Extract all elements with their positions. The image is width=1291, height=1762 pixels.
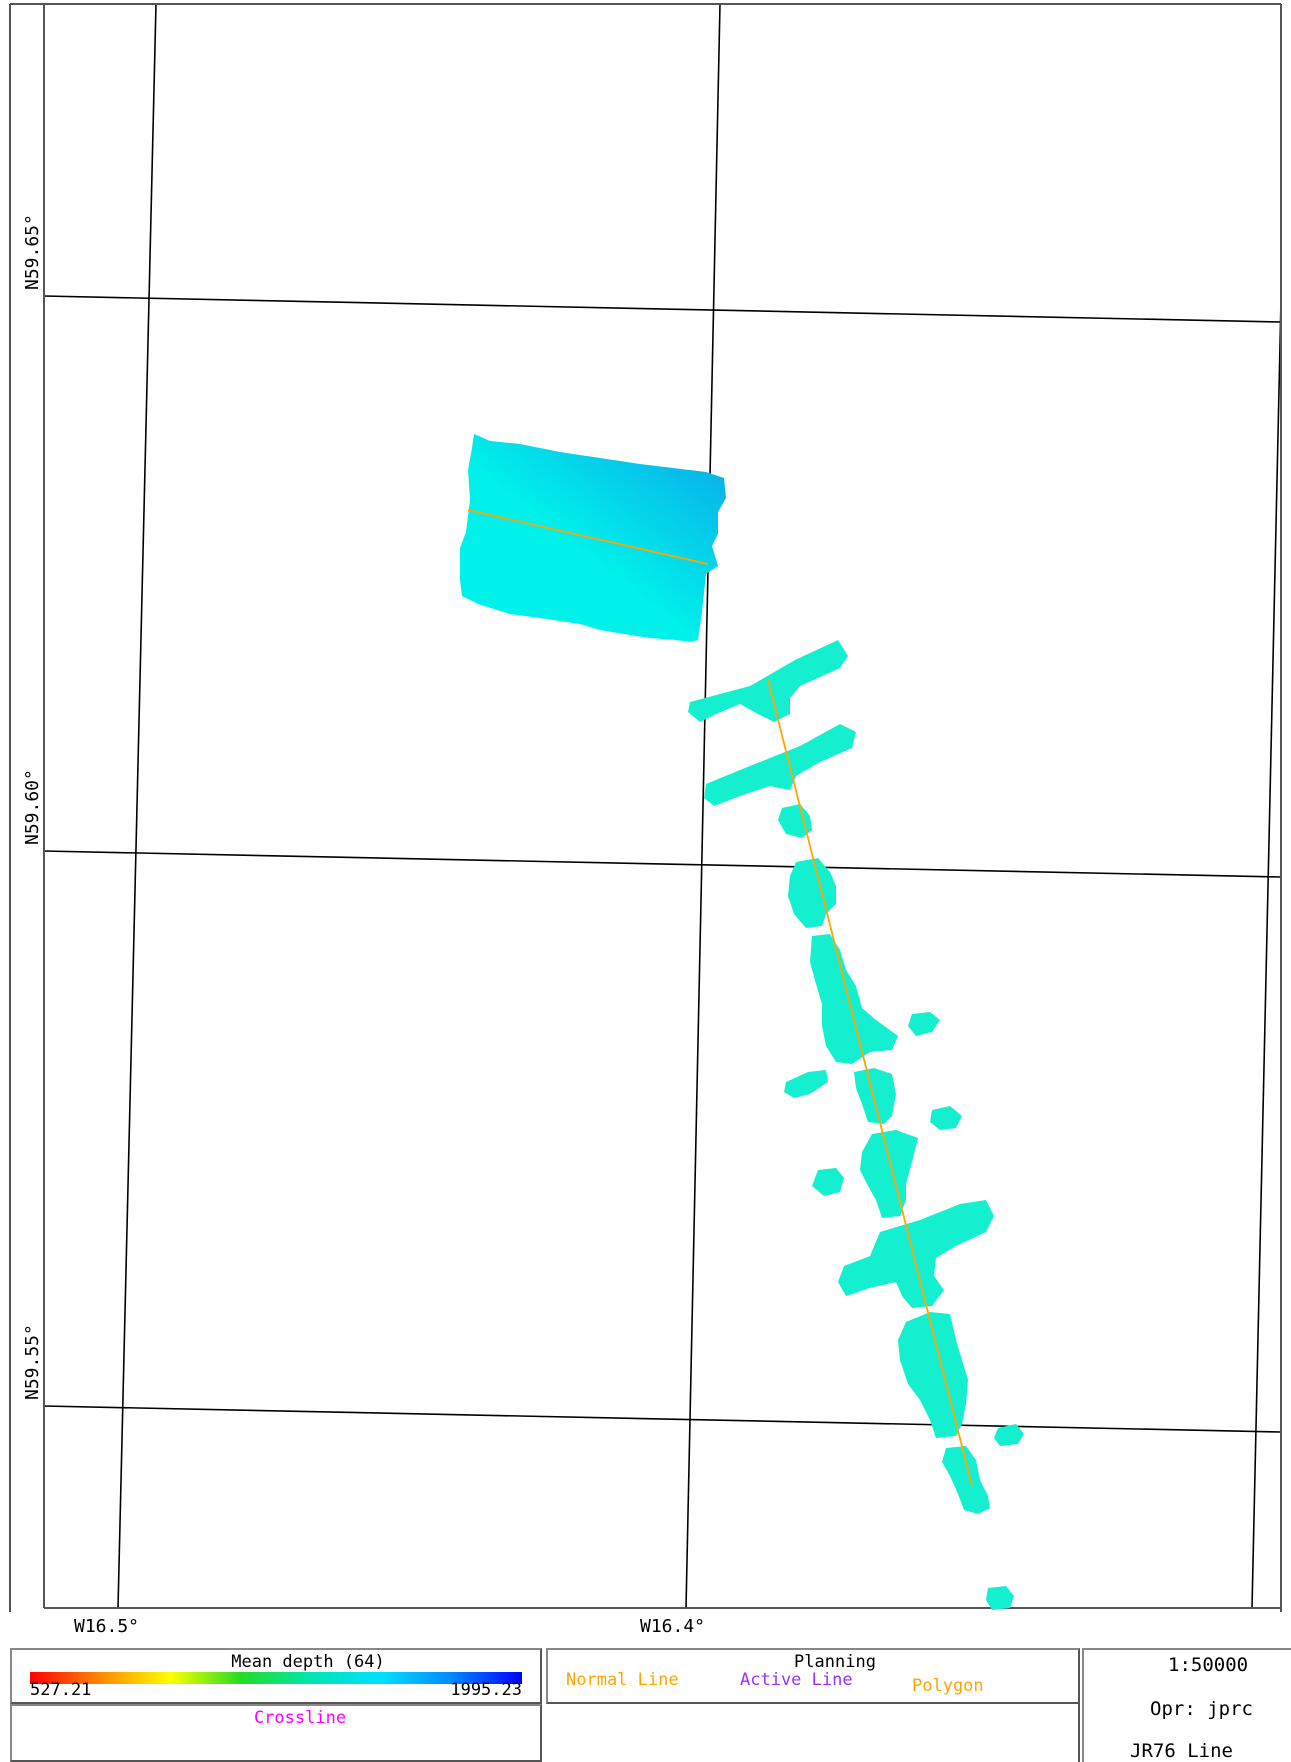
latitude-label: N59.60° (22, 769, 43, 845)
swath-segment (930, 1106, 962, 1130)
longitude-label: W16.4° (640, 1616, 705, 1637)
parallel-line (43, 295, 1282, 323)
swath-segment (994, 1424, 1024, 1446)
swath-crossline (704, 724, 856, 806)
legend-max-value: 1995.23 (450, 1680, 522, 1700)
swath-segment (860, 1130, 918, 1218)
line-name: JR76 Line (1130, 1740, 1233, 1762)
swath-segment (986, 1586, 1014, 1610)
swath-segment (812, 1168, 844, 1196)
meridian-line (117, 3, 157, 1609)
legend-min-value: 527.21 (30, 1680, 92, 1700)
planning-panel: Planning Normal Line Active Line Polygon (546, 1648, 1080, 1704)
planning-lower-panel (546, 1704, 1080, 1762)
planning-lines (467, 509, 973, 1487)
planning-title: Planning (794, 1652, 876, 1672)
map-frame (9, 3, 1282, 1612)
graticule (43, 3, 1282, 1609)
meridian-line (1251, 299, 1282, 1609)
legend-panel: Mean depth (64) 527.21 1995.23 (10, 1648, 542, 1704)
depth-color-bar (30, 1672, 522, 1684)
swath-segment (898, 1312, 968, 1438)
swath-segment (942, 1446, 990, 1514)
latitude-labels: N59.65° N59.60° N59.55° (22, 214, 43, 1400)
swath-segment (784, 1070, 828, 1098)
swath-segment (778, 804, 812, 838)
longitude-labels: W16.5° W16.4° (74, 1616, 705, 1637)
active-line-label: Active Line (740, 1670, 853, 1690)
longitude-label: W16.5° (74, 1616, 139, 1637)
normal-line-track[interactable] (467, 509, 709, 565)
swath-segment (854, 1068, 896, 1124)
swath-coverage (688, 640, 1024, 1610)
operator-label: Opr: jprc (1150, 1698, 1253, 1720)
latitude-label: N59.55° (22, 1324, 43, 1400)
crossline-label: Crossline (253, 1708, 347, 1728)
meridian-line (685, 3, 721, 1609)
legend-title: Mean depth (64) (231, 1652, 385, 1672)
swath-segment (908, 1012, 940, 1036)
swath-segment (810, 934, 898, 1064)
swath-segment (788, 858, 836, 928)
crossline-panel: Crossline (10, 1704, 542, 1762)
parallel-line (43, 850, 1282, 878)
swath-crossline (838, 1200, 994, 1308)
info-panel: 1:50000 Opr: jprc JR76 Line (1082, 1648, 1291, 1762)
polygon-label: Polygon (912, 1676, 984, 1696)
normal-line-track[interactable] (767, 679, 973, 1487)
parallel-line (43, 1405, 1282, 1433)
latitude-label: N59.65° (22, 214, 43, 290)
map-scale: 1:50000 (1168, 1654, 1249, 1676)
normal-line-label: Normal Line (566, 1670, 679, 1690)
